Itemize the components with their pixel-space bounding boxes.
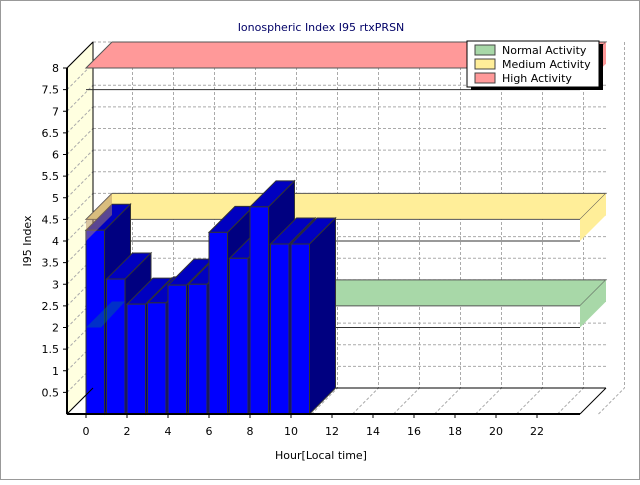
y-tick-label: 3.5 xyxy=(42,257,60,270)
legend-label: Normal Activity xyxy=(502,44,587,57)
bar xyxy=(229,257,249,415)
legend-label: High Activity xyxy=(502,72,572,85)
legend-swatch xyxy=(474,58,496,70)
y-tick-label: 6 xyxy=(52,149,59,162)
x-tick-label: 6 xyxy=(206,425,213,438)
bar xyxy=(290,243,310,415)
x-tick-label: 20 xyxy=(489,425,503,438)
y-tick-label: 7 xyxy=(52,105,59,118)
y-tick-label: 2.5 xyxy=(42,300,60,313)
band-side xyxy=(580,193,606,241)
bar xyxy=(188,283,208,415)
y-tick-label: 7.5 xyxy=(42,84,60,97)
y-tick-label: 4.5 xyxy=(42,213,60,226)
grid-line-floor xyxy=(434,387,461,415)
bar-side xyxy=(309,216,336,416)
chart-title: Ionospheric Index I95 rtxPRSN xyxy=(238,21,405,34)
bar xyxy=(147,302,167,415)
grid-line-wall xyxy=(66,149,94,177)
floor-left-edge xyxy=(66,387,94,415)
y-tick-label: 1.5 xyxy=(42,343,60,356)
grid-line-wall xyxy=(66,106,94,134)
legend-swatch xyxy=(474,72,496,84)
y-tick-label: 4 xyxy=(52,235,59,248)
y-tick-label: 0.5 xyxy=(42,386,60,399)
grid-line-floor xyxy=(393,387,420,415)
x-tick-label: 10 xyxy=(284,425,298,438)
x-tick-label: 18 xyxy=(448,425,462,438)
band-overlap xyxy=(86,193,112,241)
bar xyxy=(106,278,126,415)
plot-area: 0.5 1 1.5 2 2.5 3 3.5 4 4.5 5 5.5 6 6.5 7 7.5 8 0 2 4 6 8 10 1… xyxy=(42,40,625,438)
y-tick-label: 3 xyxy=(52,278,59,291)
grid-line-floor xyxy=(557,387,584,415)
x-tick-label: 14 xyxy=(366,425,380,438)
floor-right-edge xyxy=(579,387,607,415)
wall-top-edge xyxy=(66,41,94,69)
band-side xyxy=(580,279,606,328)
legend-label: Medium Activity xyxy=(502,58,591,71)
x-tick-label: 8 xyxy=(247,425,254,438)
y-tick-label: 6.5 xyxy=(42,127,60,140)
x-tick-label: 2 xyxy=(124,425,131,438)
x-tick-label: 0 xyxy=(83,425,90,438)
y-tick-label: 5 xyxy=(52,192,59,205)
grid-line-wall xyxy=(66,193,94,220)
y-tick-label: 8 xyxy=(52,62,59,75)
x-tick-label: 12 xyxy=(325,425,339,438)
y-tick-label: 2 xyxy=(52,322,59,335)
grid-line-wall xyxy=(66,171,94,199)
y-tick-label: 1 xyxy=(52,365,59,378)
grid-line-floor xyxy=(475,387,502,415)
band-overlap xyxy=(86,301,125,328)
grid-line-wall xyxy=(66,128,94,155)
y-tick-label: 5.5 xyxy=(42,170,60,183)
bar xyxy=(208,231,228,415)
x-axis-label: Hour[Local time] xyxy=(275,449,367,462)
grid-line-floor xyxy=(598,387,625,415)
band-medium-activity xyxy=(84,192,608,220)
grid-line-floor xyxy=(516,387,543,415)
x-tick-label: 22 xyxy=(530,425,544,438)
x-tick-label: 16 xyxy=(407,425,421,438)
y-axis-label: I95 Index xyxy=(21,215,34,267)
legend-swatch xyxy=(474,44,496,56)
bar xyxy=(249,206,269,415)
grid-line-floor xyxy=(352,387,379,415)
grid-line-floor xyxy=(311,387,338,415)
bar xyxy=(270,243,290,415)
x-tick-label: 4 xyxy=(165,425,172,438)
bar xyxy=(167,284,187,415)
bar xyxy=(126,303,146,415)
